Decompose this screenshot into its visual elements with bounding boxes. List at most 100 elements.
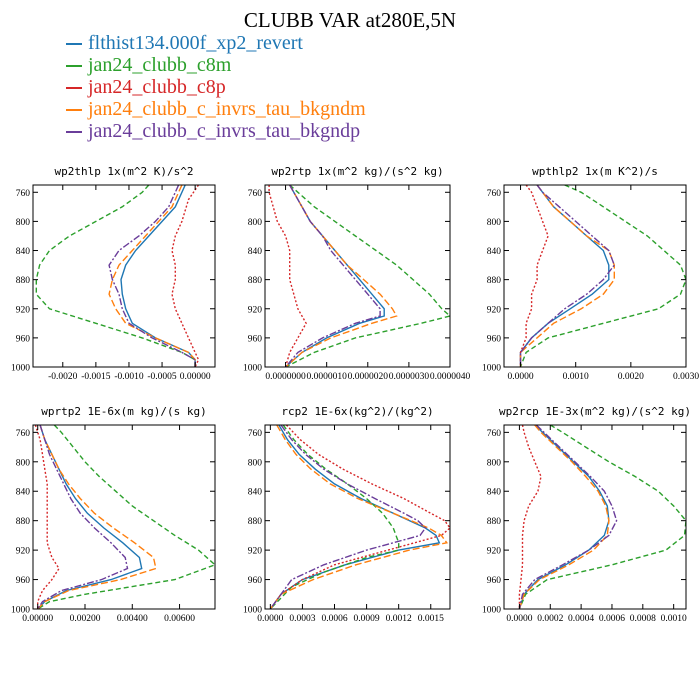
y-tick-label: 920 <box>16 305 31 315</box>
legend: flthist134.000f_xp2_revert jan24_clubb_c… <box>66 32 366 142</box>
legend-swatch <box>66 87 82 90</box>
series-line <box>285 185 381 367</box>
y-tick-label: 800 <box>487 458 502 468</box>
legend-swatch <box>66 109 82 112</box>
subplot: wp2thlp 1x(m^2 K)/s^2 760 800 840 880 920 960 1… <box>11 165 216 382</box>
legend-item: jan24_clubb_c8p <box>66 76 366 98</box>
x-tick-label: 0.0000020 <box>348 372 389 382</box>
subplot: wpthlp2 1x(m K^2)/s 760 800 840 880 920 960 100… <box>482 165 699 382</box>
y-tick-label: 960 <box>248 334 263 344</box>
y-tick-label: 800 <box>16 218 31 228</box>
x-tick-label: -0.0020 <box>48 372 78 382</box>
series-line <box>269 425 441 609</box>
x-tick-label: 0.0003 <box>289 614 315 624</box>
x-tick-label: 0.0000 <box>507 372 533 382</box>
subplot-title: wpthlp2 1x(m K^2)/s <box>532 165 658 178</box>
y-tick-label: 960 <box>248 576 263 586</box>
series-line <box>519 185 610 367</box>
x-tick-label: 0.0008 <box>630 614 656 624</box>
series-line <box>519 185 615 367</box>
x-tick-label: 0.0010 <box>563 372 589 382</box>
legend-swatch <box>66 43 82 46</box>
y-tick-label: 960 <box>487 576 502 586</box>
x-tick-label: 0.0000040 <box>430 372 471 382</box>
series-line <box>268 185 307 367</box>
series-line <box>519 185 549 367</box>
x-tick-label: 0.0006 <box>321 614 347 624</box>
legend-item: jan24_clubb_c_invrs_tau_bkgndm <box>66 98 366 120</box>
x-tick-label: 0.0000 <box>257 614 283 624</box>
y-tick-label: 960 <box>16 334 31 344</box>
subplot: rcp2 1E-6x(kg^2)/(kg^2) 760 800 840 880 920 96… <box>243 405 451 624</box>
subplot-title: wp2rcp 1E-3x(m^2 kg)/(s^2 kg) <box>499 405 691 418</box>
y-tick-label: 760 <box>16 429 31 439</box>
y-tick-label: 840 <box>248 247 263 257</box>
y-tick-label: 880 <box>16 276 31 286</box>
plot-frame <box>503 184 687 368</box>
x-tick-label: 0.0010 <box>661 614 687 624</box>
y-tick-label: 840 <box>16 247 31 257</box>
x-tick-label: 0.00400 <box>117 614 148 624</box>
x-tick-label: 0.00200 <box>70 614 101 624</box>
subplot-title: rcp2 1E-6x(kg^2)/(kg^2) <box>281 405 433 418</box>
x-tick-label: 0.0012 <box>386 614 412 624</box>
y-tick-label: 960 <box>16 576 31 586</box>
x-tick-label: 0.0009 <box>354 614 380 624</box>
y-tick-label: 760 <box>487 429 502 439</box>
y-tick-label: 920 <box>487 547 502 557</box>
series-group <box>34 425 215 609</box>
plot-frame <box>503 424 687 610</box>
y-tick-label: 760 <box>248 189 263 199</box>
legend-item: flthist134.000f_xp2_revert <box>66 32 366 54</box>
x-tick-label: 0.0020 <box>618 372 644 382</box>
series-line <box>34 425 60 609</box>
y-tick-label: 800 <box>248 458 263 468</box>
x-tick-label: 0.0002 <box>537 614 563 624</box>
series-line <box>518 425 686 609</box>
subplot-title: wprtp2 1E-6x(m kg)/(s kg) <box>41 405 207 418</box>
series-line <box>269 425 450 609</box>
series-line <box>108 185 196 367</box>
x-tick-label: 0.0030 <box>673 372 699 382</box>
x-tick-label: 0.0000030 <box>389 372 430 382</box>
series-line <box>518 425 618 609</box>
y-tick-label: 840 <box>16 488 31 498</box>
y-tick-label: 920 <box>487 305 502 315</box>
series-line <box>269 425 449 609</box>
y-tick-label: 840 <box>487 488 502 498</box>
y-tick-label: 800 <box>487 218 502 228</box>
series-line <box>171 185 200 367</box>
subplot: wprtp2 1E-6x(m kg)/(s kg) 760 800 840 880 920… <box>11 405 216 624</box>
series-line <box>519 185 616 367</box>
y-tick-label: 880 <box>248 276 263 286</box>
series-line <box>37 425 215 609</box>
x-tick-label: -0.0005 <box>147 372 177 382</box>
subplot-title: wp2rtp 1x(m^2 kg)/(s^2 kg) <box>271 165 443 178</box>
y-tick-label: 880 <box>487 517 502 527</box>
y-tick-label: 760 <box>16 189 31 199</box>
series-line <box>37 425 157 609</box>
legend-item: jan24_clubb_c8m <box>66 54 366 76</box>
y-tick-label: 800 <box>248 218 263 228</box>
legend-label: jan24_clubb_c_invrs_tau_bkgndm <box>88 98 366 120</box>
x-tick-label: 0.00000 <box>22 614 53 624</box>
series-line <box>518 425 610 609</box>
legend-label: jan24_clubb_c_invrs_tau_bkgndp <box>88 120 361 142</box>
legend-label: flthist134.000f_xp2_revert <box>88 32 303 54</box>
y-tick-label: 1000 <box>243 606 262 616</box>
subplot: wp2rcp 1E-3x(m^2 kg)/(s^2 kg) 760 800 840 88… <box>482 405 691 624</box>
x-tick-label: 0.0015 <box>418 614 444 624</box>
y-tick-label: 840 <box>248 488 263 498</box>
x-tick-label: 0.0004 <box>568 614 594 624</box>
series-group <box>268 185 450 367</box>
series-line <box>35 185 196 367</box>
y-tick-label: 800 <box>16 458 31 468</box>
y-tick-label: 1000 <box>11 364 30 374</box>
series-line <box>37 425 143 609</box>
y-tick-label: 760 <box>248 429 263 439</box>
plot-frame <box>264 424 451 610</box>
figure-title: CLUBB VAR at280E,5N <box>243 8 457 32</box>
subplot-title: wp2thlp 1x(m^2 K)/s^2 <box>54 165 193 178</box>
